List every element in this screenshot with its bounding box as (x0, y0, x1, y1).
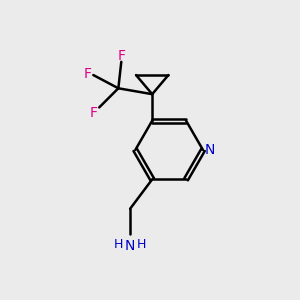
Text: N: N (204, 143, 215, 157)
Text: H: H (137, 238, 147, 251)
Text: F: F (83, 67, 92, 81)
Text: H: H (114, 238, 123, 251)
Text: F: F (117, 50, 125, 64)
Text: F: F (89, 106, 97, 120)
Text: N: N (125, 239, 135, 253)
